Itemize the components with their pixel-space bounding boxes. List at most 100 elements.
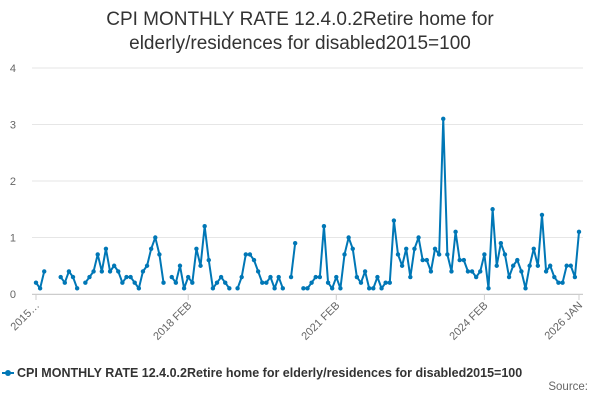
data-point[interactable] — [74, 286, 80, 291]
legend[interactable]: CPI MONTHLY RATE 12.4.0.2Retire home for… — [0, 366, 600, 382]
data-point[interactable] — [510, 263, 516, 268]
data-point[interactable] — [548, 263, 553, 268]
data-point[interactable] — [111, 263, 117, 268]
data-point[interactable] — [186, 274, 191, 280]
data-point[interactable] — [350, 246, 355, 251]
data-point[interactable] — [506, 274, 512, 280]
data-point[interactable] — [210, 286, 216, 291]
data-point[interactable] — [243, 252, 248, 257]
data-point[interactable] — [408, 274, 413, 280]
data-point[interactable] — [445, 252, 450, 257]
data-point[interactable] — [375, 274, 380, 280]
data-point[interactable] — [515, 257, 520, 263]
data-point[interactable] — [539, 212, 545, 218]
data-point[interactable] — [144, 263, 150, 268]
data-point[interactable] — [288, 274, 294, 280]
data-point[interactable] — [404, 246, 409, 251]
data-point[interactable] — [436, 252, 442, 257]
data-point[interactable] — [148, 246, 154, 251]
data-point[interactable] — [124, 274, 129, 280]
data-point[interactable] — [461, 257, 467, 263]
data-point[interactable] — [362, 269, 368, 274]
data-point[interactable] — [280, 286, 286, 291]
data-point[interactable] — [317, 274, 323, 280]
data-point[interactable] — [449, 269, 454, 274]
data-point[interactable] — [70, 274, 76, 280]
data-point[interactable] — [264, 280, 269, 285]
data-point[interactable] — [498, 240, 504, 246]
data-point[interactable] — [103, 246, 109, 251]
data-point[interactable] — [371, 286, 376, 291]
data-point[interactable] — [432, 246, 438, 251]
data-point[interactable] — [391, 218, 397, 223]
data-point[interactable] — [83, 280, 88, 285]
data-point[interactable] — [260, 280, 265, 285]
data-point[interactable] — [99, 269, 105, 274]
data-point[interactable] — [87, 274, 92, 280]
data-point[interactable] — [527, 263, 532, 268]
data-point[interactable] — [223, 280, 228, 285]
data-point[interactable] — [346, 235, 351, 240]
data-point[interactable] — [543, 269, 549, 274]
data-point[interactable] — [338, 286, 343, 291]
data-point[interactable] — [519, 269, 524, 274]
data-point[interactable] — [556, 280, 561, 285]
data-point[interactable] — [457, 257, 462, 263]
data-point[interactable] — [572, 274, 578, 280]
data-point[interactable] — [153, 235, 158, 240]
data-point[interactable] — [161, 280, 166, 285]
data-point[interactable] — [465, 269, 471, 274]
data-point[interactable] — [535, 263, 541, 268]
data-point[interactable] — [354, 274, 360, 280]
data-point[interactable] — [399, 263, 405, 268]
data-point[interactable] — [202, 224, 207, 229]
data-point[interactable] — [198, 263, 203, 268]
data-point[interactable] — [321, 224, 327, 229]
data-point[interactable] — [251, 257, 257, 263]
data-point[interactable] — [292, 240, 298, 246]
data-point[interactable] — [420, 257, 425, 263]
data-point[interactable] — [576, 229, 582, 235]
data-point[interactable] — [383, 280, 388, 285]
data-point[interactable] — [239, 274, 244, 280]
data-point[interactable] — [424, 257, 429, 263]
data-point[interactable] — [486, 286, 491, 291]
data-point[interactable] — [247, 252, 253, 257]
data-point[interactable] — [329, 286, 335, 291]
data-point[interactable] — [342, 252, 347, 257]
data-point[interactable] — [441, 116, 446, 122]
data-point[interactable] — [478, 269, 483, 274]
data-point[interactable] — [177, 263, 183, 268]
data-point[interactable] — [268, 274, 273, 280]
data-point[interactable] — [58, 274, 63, 280]
data-point[interactable] — [379, 286, 384, 291]
data-point[interactable] — [395, 252, 401, 257]
data-point[interactable] — [116, 269, 121, 274]
data-point[interactable] — [552, 274, 557, 280]
data-point[interactable] — [367, 286, 372, 291]
data-point[interactable] — [473, 274, 479, 280]
data-point[interactable] — [387, 280, 392, 285]
data-point[interactable] — [490, 207, 495, 212]
data-point[interactable] — [428, 269, 434, 274]
data-point[interactable] — [334, 274, 339, 280]
data-point[interactable] — [568, 263, 573, 268]
data-point[interactable] — [560, 280, 565, 285]
data-point[interactable] — [120, 280, 125, 285]
data-point[interactable] — [564, 263, 569, 268]
data-point[interactable] — [469, 269, 475, 274]
data-point[interactable] — [255, 269, 261, 274]
data-point[interactable] — [206, 257, 211, 263]
data-point[interactable] — [132, 280, 137, 285]
data-point[interactable] — [313, 274, 318, 280]
data-point[interactable] — [227, 286, 232, 291]
data-point[interactable] — [42, 269, 47, 274]
data-point[interactable] — [37, 286, 43, 291]
data-point[interactable] — [416, 235, 421, 240]
data-point[interactable] — [531, 246, 536, 251]
data-point[interactable] — [502, 252, 508, 257]
data-point[interactable] — [309, 280, 314, 285]
data-point[interactable] — [301, 286, 306, 291]
data-point[interactable] — [218, 274, 224, 280]
data-point[interactable] — [169, 274, 174, 280]
